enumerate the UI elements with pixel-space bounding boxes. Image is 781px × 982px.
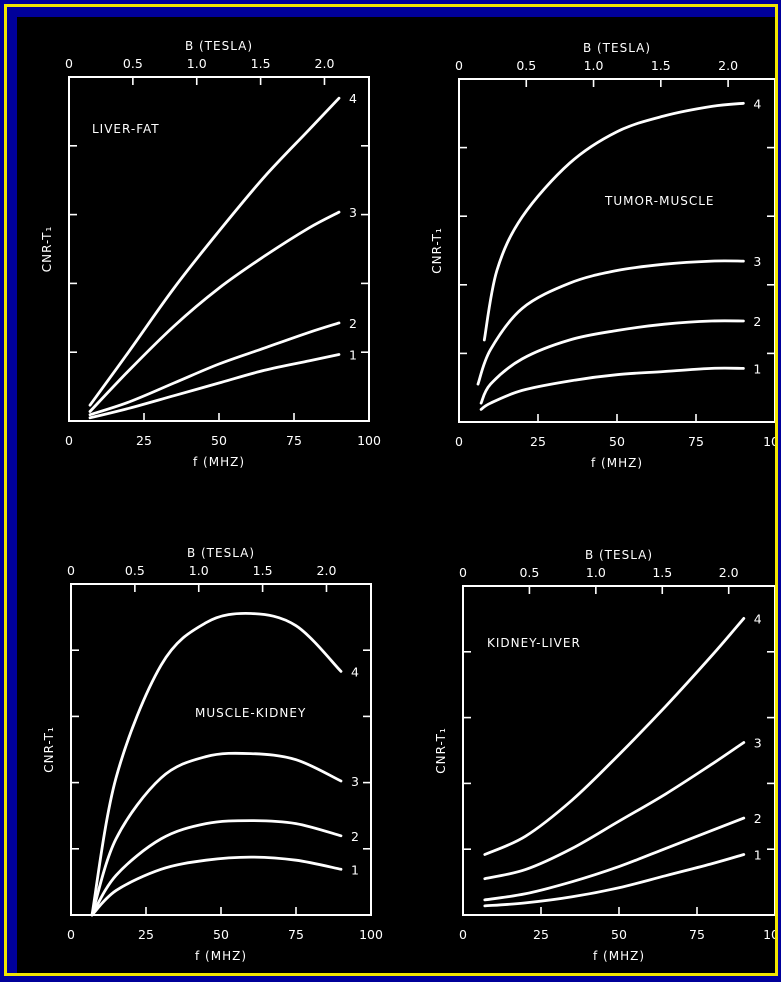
series-4-line	[482, 101, 745, 342]
x-axis-label: f (MHZ)	[593, 949, 645, 963]
series-3-line	[90, 751, 343, 917]
series-2-label: 2	[351, 829, 359, 844]
series-2-line	[88, 321, 341, 417]
series-2-line	[479, 319, 745, 405]
x-tick-label: 25	[136, 433, 152, 448]
series-1-line	[90, 855, 343, 917]
top-tick-label: 0	[67, 563, 75, 578]
x-tick-label: 0	[455, 434, 463, 449]
series-3-label: 3	[349, 205, 357, 220]
top-axis-label: B (TESLA)	[585, 548, 653, 562]
y-axis-label: CNR-T₁	[430, 227, 444, 274]
x-tick-label: 25	[530, 434, 546, 449]
chart-title: MUSCLE-KIDNEY	[195, 706, 306, 720]
top-tick-label: 1.0	[586, 565, 606, 580]
series-3-label: 3	[754, 735, 762, 750]
series-4-label: 4	[349, 91, 357, 106]
top-tick-label: 0.5	[519, 565, 539, 580]
series-1-line	[479, 366, 745, 411]
top-tick-label: 2.0	[719, 565, 739, 580]
top-tick-label: 1.5	[651, 58, 671, 73]
series-2-line	[90, 819, 343, 917]
x-axis-label: f (MHZ)	[195, 949, 247, 963]
x-tick-label: 75	[286, 433, 302, 448]
top-axis-label: B (TESLA)	[187, 546, 255, 560]
top-axis-label: B (TESLA)	[185, 39, 253, 53]
series-3-line	[88, 210, 341, 413]
series-3-label: 3	[753, 254, 761, 269]
chart-panel-2: 0 25 50 75 100 0 0.5 1.0 1.5 2.0 B (TESLA) f (MHZ) C…	[430, 41, 777, 470]
x-tick-label: 50	[611, 927, 627, 942]
top-tick-label: 0	[65, 56, 73, 71]
series-1-line	[483, 853, 746, 908]
x-tick-label: 100	[763, 927, 777, 942]
x-tick-label: 50	[213, 927, 229, 942]
top-tick-label: 1.0	[584, 58, 604, 73]
series-1-label: 1	[753, 361, 761, 376]
top-tick-label: 0.5	[516, 58, 536, 73]
series-4-line	[483, 617, 746, 856]
series-3-line	[476, 259, 745, 386]
y-axis-label: CNR-T₁	[40, 226, 54, 273]
figure-frame: 0 25 50 75 100 0 0.5 1.0 1.5 2.0 B (TESLA) f (MHZ) C…	[4, 4, 778, 976]
series-2-label: 2	[754, 811, 762, 826]
series-4-label: 4	[754, 611, 762, 626]
figure-canvas: 0 25 50 75 100 0 0.5 1.0 1.5 2.0 B (TESLA) f (MHZ) C…	[17, 17, 777, 973]
series-1-label: 1	[754, 847, 762, 862]
chart-panel-3: 0 25 50 75 100 0 0.5 1.0 1.5 2.0 B (TESLA) f (MHZ) C…	[42, 546, 383, 963]
series-2-label: 2	[349, 316, 357, 331]
x-tick-label: 75	[288, 927, 304, 942]
x-tick-label: 100	[359, 927, 383, 942]
series-1-label: 1	[349, 348, 357, 363]
series-1-label: 1	[351, 862, 359, 877]
y-axis-label: CNR-T₁	[434, 727, 448, 774]
series-2-label: 2	[753, 314, 761, 329]
chart-title: LIVER-FAT	[92, 122, 160, 136]
top-tick-label: 1.0	[187, 56, 207, 71]
x-tick-label: 75	[688, 434, 704, 449]
series-3-line	[483, 741, 746, 881]
top-tick-label: 1.5	[652, 565, 672, 580]
top-tick-label: 0	[455, 58, 463, 73]
x-axis-label: f (MHZ)	[591, 456, 643, 470]
series-4-label: 4	[351, 664, 359, 679]
x-tick-label: 0	[459, 927, 467, 942]
x-tick-label: 100	[357, 433, 381, 448]
series-4-line	[90, 611, 343, 917]
x-tick-label: 25	[533, 927, 549, 942]
x-tick-label: 50	[609, 434, 625, 449]
top-tick-label: 0	[459, 565, 467, 580]
chart-title: TUMOR-MUSCLE	[604, 194, 715, 208]
series-3-label: 3	[351, 774, 359, 789]
x-tick-label: 100	[763, 434, 777, 449]
x-tick-label: 50	[211, 433, 227, 448]
x-tick-label: 0	[67, 927, 75, 942]
y-axis-label: CNR-T₁	[42, 726, 56, 773]
chart-panel-4: 0 25 50 75 100 0 0.5 1.0 1.5 2.0 B (TESLA) f (MHZ) C…	[434, 548, 777, 963]
top-tick-label: 2.0	[315, 56, 335, 71]
x-tick-label: 0	[65, 433, 73, 448]
top-tick-label: 2.0	[317, 563, 337, 578]
top-tick-label: 0.5	[125, 563, 145, 578]
top-tick-label: 0.5	[123, 56, 143, 71]
series-2-line	[483, 816, 746, 902]
top-tick-label: 1.5	[251, 56, 271, 71]
top-tick-label: 2.0	[718, 58, 738, 73]
series-4-line	[88, 96, 341, 407]
x-axis-label: f (MHZ)	[193, 455, 245, 469]
top-axis-label: B (TESLA)	[583, 41, 651, 55]
series-1-line	[88, 353, 341, 420]
series-4-label: 4	[753, 96, 761, 111]
top-tick-label: 1.0	[189, 563, 209, 578]
x-tick-label: 75	[689, 927, 705, 942]
chart-title: KIDNEY-LIVER	[487, 636, 581, 650]
chart-panel-1: 0 25 50 75 100 0 0.5 1.0 1.5 2.0 B (TESLA) f (MHZ) C…	[40, 39, 381, 469]
x-tick-label: 25	[138, 927, 154, 942]
top-tick-label: 1.5	[253, 563, 273, 578]
